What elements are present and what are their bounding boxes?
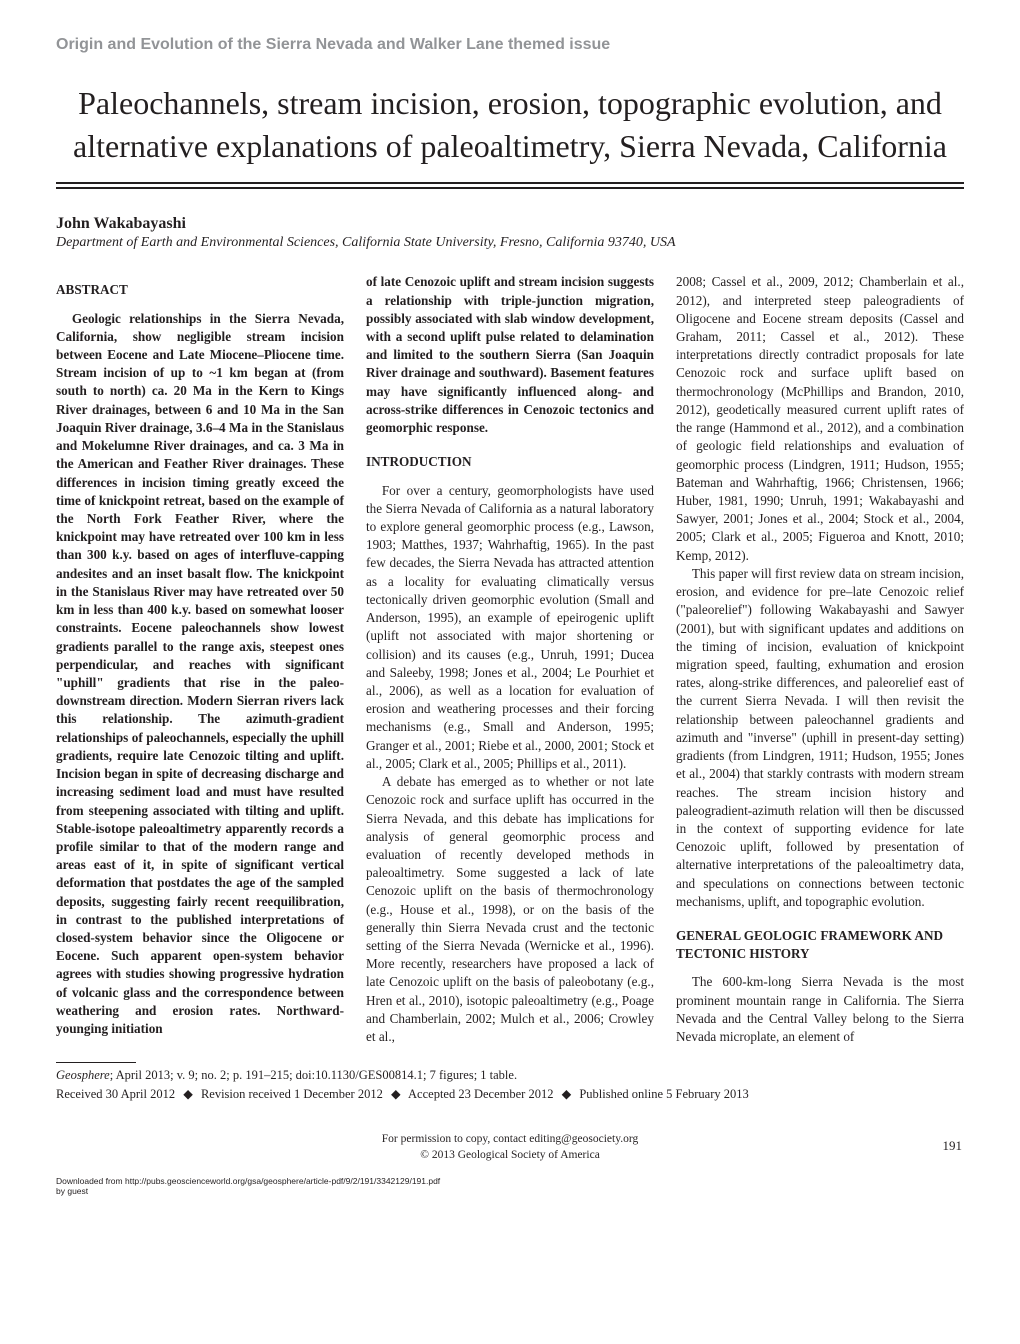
download-url: Downloaded from http://pubs.geosciencewo…	[56, 1176, 964, 1186]
abstract-heading: ABSTRACT	[56, 281, 344, 299]
citation-line: Geosphere; April 2013; v. 9; no. 2; p. 1…	[56, 1067, 964, 1084]
title-rule-top	[56, 182, 964, 184]
column-2: of late Cenozoic uplift and stream incis…	[366, 273, 654, 1046]
diamond-icon: ◆	[562, 1087, 572, 1101]
themed-issue-label: Origin and Evolution of the Sierra Nevad…	[56, 36, 964, 54]
diamond-icon: ◆	[391, 1087, 401, 1101]
abstract-para-2: of late Cenozoic uplift and stream incis…	[366, 273, 654, 437]
column-3: 2008; Cassel et al., 2009, 2012; Chamber…	[676, 273, 964, 1046]
history-line: Received 30 April 2012 ◆ Revision receiv…	[56, 1086, 964, 1102]
title-rule-bottom	[56, 187, 964, 189]
download-by: by guest	[56, 1186, 964, 1196]
framework-heading: GENERAL GEOLOGIC FRAMEWORK AND TECTONIC …	[676, 927, 964, 963]
accepted-date: Accepted 23 December 2012	[408, 1087, 553, 1101]
column-1: ABSTRACT Geologic relationships in the S…	[56, 273, 344, 1046]
intro-para-2: A debate has emerged as to whether or no…	[366, 773, 654, 1046]
footer-rule	[56, 1062, 136, 1063]
introduction-heading: INTRODUCTION	[366, 453, 654, 471]
body-columns: ABSTRACT Geologic relationships in the S…	[56, 273, 964, 1046]
received-date: Received 30 April 2012	[56, 1087, 175, 1101]
abstract-para-1: Geologic relationships in the Sierra Nev…	[56, 310, 344, 1039]
author-affiliation: Department of Earth and Environmental Sc…	[56, 235, 964, 251]
citation-details: ; April 2013; v. 9; no. 2; p. 191–215; d…	[110, 1068, 517, 1082]
published-date: Published online 5 February 2013	[579, 1087, 748, 1101]
intro-para-4: This paper will first review data on str…	[676, 565, 964, 911]
revision-date: Revision received 1 December 2012	[201, 1087, 383, 1101]
intro-para-3: 2008; Cassel et al., 2009, 2012; Chamber…	[676, 273, 964, 565]
article-title: Paleochannels, stream incision, erosion,…	[56, 82, 964, 168]
journal-name: Geosphere	[56, 1068, 110, 1082]
author-name: John Wakabayashi	[56, 215, 964, 233]
intro-para-1: For over a century, geomorphologists hav…	[366, 482, 654, 774]
download-note: Downloaded from http://pubs.geosciencewo…	[56, 1176, 964, 1196]
framework-para-1: The 600-km-long Sierra Nevada is the mos…	[676, 973, 964, 1046]
diamond-icon: ◆	[183, 1087, 193, 1101]
